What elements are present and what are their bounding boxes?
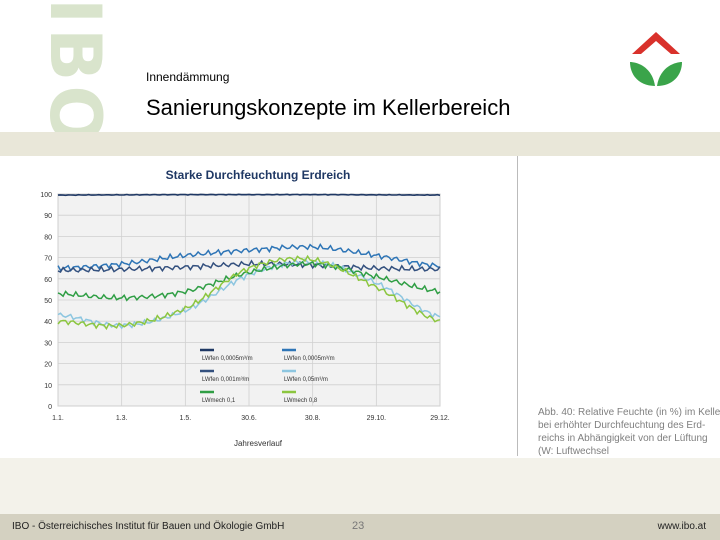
x-tick-label: 1.5. <box>179 415 191 422</box>
bottom-band <box>0 458 720 514</box>
footer-url: www.ibo.at <box>657 521 706 532</box>
series-line <box>57 193 441 197</box>
series-lines <box>57 193 441 331</box>
series-line <box>57 243 441 273</box>
legend: LWfen 0,0005m³/m LWfen 0,0005m³/m LWfen 0,… <box>200 348 335 404</box>
y-tick-label: 60 <box>44 277 52 284</box>
x-tick-label: 1.3. <box>116 415 128 422</box>
footer: IBO - Österreichisches Institut für Baue… <box>0 514 720 540</box>
chart: Starke Durchfeuchtung Erdreich 0 10 20 30 40… <box>40 168 450 448</box>
series-line <box>57 254 441 331</box>
y-tick-label: 20 <box>44 362 52 369</box>
slide-title: Sanierungskonzepte im Kellerbereich <box>146 95 511 120</box>
series-line <box>57 259 441 273</box>
legend-label: LWfen 0,001m³/m <box>202 377 249 383</box>
y-tick-label: 50 <box>44 298 52 305</box>
x-tick-label: 30.8. <box>305 415 321 422</box>
y-tick-label: 70 <box>44 256 52 263</box>
logo-right-leaf <box>657 62 682 86</box>
y-tick-label: 0 <box>48 404 52 411</box>
y-tick-label: 40 <box>44 319 52 326</box>
x-tick-label: 29.12. <box>430 415 450 422</box>
y-tick-label: 10 <box>44 383 52 390</box>
top-band <box>0 132 720 156</box>
watermark-text: IBO <box>38 0 116 136</box>
y-tick-label: 30 <box>44 340 52 347</box>
ibo-watermark: IBO <box>38 0 120 136</box>
x-tick-label: 29.10. <box>367 415 387 422</box>
chart-title: Starke Durchfeuchtung Erdreich <box>166 168 351 182</box>
legend-label: LWfen 0,0005m³/m <box>202 356 253 362</box>
chart-panel: Starke Durchfeuchtung Erdreich 0 10 20 30 40… <box>0 156 518 456</box>
x-axis: 1.1. 1.3. 1.5. 30.6. 30.8. 29.10. 29.12. <box>52 415 450 422</box>
grid-layer <box>57 193 441 407</box>
logo-roof-shape <box>632 32 680 54</box>
x-tick-label: 30.6. <box>241 415 257 422</box>
y-tick-label: 90 <box>44 213 52 220</box>
caption-line: (W: Luftwechsel <box>538 446 609 457</box>
slide-subtitle: Innendämmung <box>146 70 230 84</box>
x-tick-label: 1.1. <box>52 415 64 422</box>
page-number: 23 <box>352 520 365 532</box>
footer-organization: IBO - Österreichisches Institut für Baue… <box>12 521 285 532</box>
logo-left-leaf <box>630 62 655 86</box>
figure-caption: Abb. 40: Relative Feuchte (in %) im Kell… <box>538 406 720 458</box>
legend-label: LWfen 0,05m³/m <box>284 377 328 383</box>
caption-line: Abb. 40: Relative Feuchte (in %) im Kell… <box>538 407 720 418</box>
caption-line: reichs in Abhängigkeit von der Lüftung <box>538 433 708 444</box>
caption-line: bei erhöhter Durchfeuchtung des Erd- <box>538 420 706 431</box>
y-tick-label: 100 <box>40 192 52 199</box>
legend-label: LWmech 0,1 <box>202 398 236 404</box>
ibo-logo <box>630 32 682 86</box>
series-line <box>57 260 441 302</box>
legend-label: LWmech 0,8 <box>284 398 318 404</box>
legend-label: LWfen 0,0005m³/m <box>284 356 335 362</box>
y-tick-label: 80 <box>44 234 52 241</box>
x-axis-label: Jahresverlauf <box>234 439 283 448</box>
y-axis: 0 10 20 30 40 50 60 70 80 90 100 <box>40 192 52 411</box>
